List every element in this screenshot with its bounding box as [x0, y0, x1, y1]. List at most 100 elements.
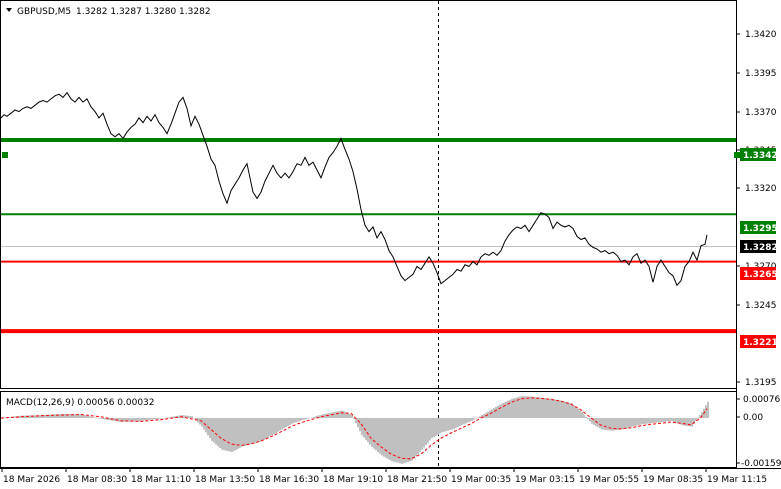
level-tag-1-3295: 1.3295 — [743, 224, 778, 234]
macd-histogram-bar — [313, 416, 315, 418]
macd-histogram-bar — [131, 417, 133, 422]
macd-histogram-bar — [445, 417, 447, 432]
macd-histogram-bar — [571, 403, 573, 418]
level-handle-left[interactable] — [2, 152, 8, 158]
macd-histogram-bar — [363, 417, 365, 438]
macd-histogram-bar — [211, 417, 213, 442]
macd-histogram-bar — [493, 408, 495, 418]
macd-histogram-bar — [191, 416, 193, 418]
macd-histogram-bar — [169, 417, 171, 418]
macd-histogram-bar — [43, 414, 45, 418]
macd-histogram-bar — [217, 417, 219, 447]
macd-histogram-bar — [51, 414, 53, 418]
macd-histogram-bar — [113, 417, 115, 421]
macd-histogram-bar — [407, 417, 409, 462]
macd-histogram-bar — [543, 398, 545, 418]
macd-histogram-bar — [377, 417, 379, 452]
macd-histogram-bar — [33, 415, 35, 418]
macd-histogram-bar — [615, 417, 617, 431]
macd-histogram-bar — [371, 417, 373, 447]
macd-histogram-bar — [707, 401, 709, 418]
macd-histogram-bar — [47, 414, 49, 418]
macd-histogram-bar — [91, 416, 93, 418]
macd-histogram-bar — [607, 417, 609, 431]
macd-histogram-bar — [83, 414, 85, 418]
macd-histogram-bar — [687, 417, 689, 427]
macd-histogram-bar — [275, 417, 277, 433]
macd-histogram-bar — [605, 417, 607, 430]
macd-histogram-bar — [107, 417, 109, 420]
macd-histogram-bar — [225, 417, 227, 451]
macd-histogram-bar — [557, 399, 559, 418]
dropdown-triangle-icon[interactable] — [6, 8, 12, 12]
macd-histogram-bar — [663, 417, 665, 422]
macd-histogram-bar — [13, 416, 15, 418]
macd-histogram-bar — [459, 417, 461, 427]
macd-histogram-bar — [255, 417, 257, 443]
macd-histogram-bar — [457, 417, 459, 427]
macd-histogram-bar — [659, 417, 661, 423]
macd-histogram-bar — [123, 417, 125, 422]
macd-histogram-bar — [201, 417, 203, 427]
chart-header[interactable]: GBPUSD,M5 1.3282 1.3287 1.3280 1.3282 — [6, 7, 211, 17]
macd-histogram-bar — [417, 417, 419, 455]
macd-histogram-bar — [367, 417, 369, 443]
macd-histogram-bar — [301, 417, 303, 421]
macd-histogram-bar — [495, 407, 497, 418]
macd-histogram-bar — [189, 416, 191, 418]
macd-histogram-bar — [513, 398, 515, 418]
macd-histogram-bar — [519, 396, 521, 418]
macd-histogram-bar — [661, 417, 663, 422]
price-tick: 1.3395 — [745, 69, 777, 79]
macd-histogram-bar — [337, 411, 339, 418]
macd-histogram-bar — [63, 413, 65, 418]
macd-histogram-bar — [339, 410, 341, 418]
macd-histogram-bar — [627, 417, 629, 428]
macd-histogram-bar — [133, 417, 135, 422]
macd-histogram-bar — [435, 417, 437, 436]
macd-histogram-bar — [331, 412, 333, 418]
macd-signal-line — [0, 397, 708, 460]
macd-histogram-bar — [573, 405, 575, 418]
macd-histogram-bar — [401, 417, 403, 464]
price-tick: 1.3420 — [745, 30, 777, 40]
levels-layer — [1, 138, 736, 334]
macd-histogram-bar — [9, 417, 11, 418]
macd-histogram-bar — [57, 414, 59, 418]
macd-histogram-bar — [623, 417, 625, 429]
macd-histogram-bar — [307, 417, 309, 419]
macd-histogram-bar — [345, 412, 347, 418]
macd-histogram-bar — [159, 417, 161, 419]
current-price-label: 1.3282 — [743, 243, 778, 253]
macd-histogram-bar — [69, 414, 71, 418]
macd-histogram-bar — [597, 417, 599, 428]
macd-histogram-bar — [267, 417, 269, 438]
macd-histogram-bar — [251, 417, 253, 444]
macd-histogram-bar — [561, 400, 563, 418]
macd-tick: 0.00 — [743, 413, 763, 423]
macd-histogram-bar — [429, 417, 431, 441]
macd-histogram-bar — [317, 415, 319, 418]
macd-histogram-bar — [59, 414, 61, 418]
macd-histogram-bar — [555, 399, 557, 418]
macd-histogram-bar — [617, 417, 619, 430]
level-tags: 1.3342 1.3295 1.3265 1.3221 — [740, 148, 778, 348]
macd-axis: 0.00076 0.00 -0.00159 — [736, 395, 781, 469]
macd-histogram-bar — [215, 417, 217, 445]
macd-histogram-bar — [529, 396, 531, 418]
macd-histogram-bar — [39, 415, 41, 418]
macd-histogram-bar — [641, 417, 643, 425]
level-handle-right[interactable] — [734, 152, 740, 158]
macd-histogram-bar — [443, 417, 445, 432]
price-panel[interactable] — [0, 0, 737, 389]
macd-histogram-bar — [283, 417, 285, 429]
macd-histogram-bar — [585, 416, 587, 418]
macd-histogram-bar — [477, 417, 479, 418]
macd-histogram-bar — [579, 410, 581, 418]
macd-histogram-bar — [109, 417, 111, 421]
macd-histogram-bar — [563, 401, 565, 418]
macd-histogram-bar — [239, 417, 241, 448]
macd-histogram-bar — [569, 402, 571, 418]
macd-histogram-bar — [243, 417, 245, 447]
price-line — [0, 91, 708, 287]
